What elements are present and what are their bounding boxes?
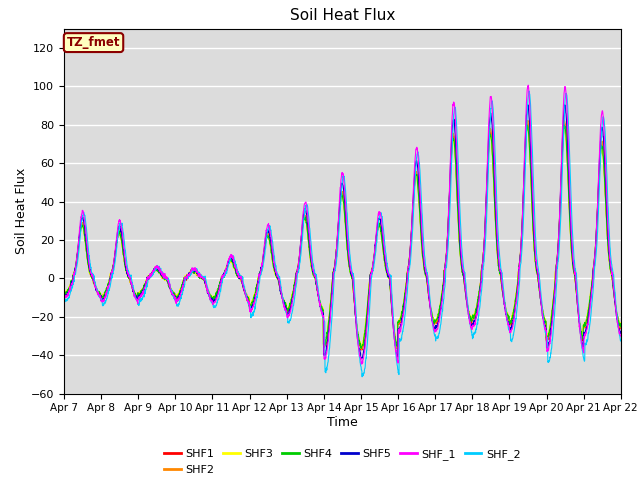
SHF2 — [568, 252, 576, 258]
SHF4 — [568, 253, 576, 259]
SHF1 — [60, 293, 68, 299]
SHF_2 — [504, 325, 512, 331]
SHF1 — [524, 121, 531, 127]
SHF4 — [617, 324, 625, 330]
SHF4 — [584, 313, 591, 319]
SHF2 — [617, 323, 625, 328]
Y-axis label: Soil Heat Flux: Soil Heat Flux — [15, 168, 28, 254]
SHF3 — [561, 124, 568, 130]
SHF1 — [371, 248, 379, 254]
SHF5 — [568, 247, 576, 253]
SHF3 — [504, 314, 512, 320]
SHF3 — [371, 252, 378, 257]
Line: SHF3: SHF3 — [64, 127, 621, 348]
SHF2 — [359, 344, 367, 350]
SHF1 — [358, 347, 366, 353]
SHF_1 — [371, 246, 379, 252]
SHF5 — [524, 102, 532, 108]
SHF3 — [584, 311, 591, 317]
SHF3 — [216, 283, 223, 288]
SHF2 — [358, 347, 365, 352]
SHF2 — [371, 248, 379, 253]
Line: SHF_2: SHF_2 — [64, 91, 621, 377]
SHF4 — [524, 122, 531, 128]
SHF4 — [216, 283, 223, 289]
SHF5 — [617, 331, 625, 336]
SHF_2 — [359, 373, 367, 379]
SHF4 — [359, 342, 367, 348]
SHF1 — [584, 314, 591, 320]
SHF5 — [60, 292, 68, 298]
SHF1 — [617, 323, 625, 328]
SHF5 — [359, 354, 367, 360]
Line: SHF4: SHF4 — [64, 125, 621, 348]
Text: TZ_fmet: TZ_fmet — [67, 36, 120, 49]
X-axis label: Time: Time — [327, 416, 358, 429]
SHF4 — [358, 346, 365, 351]
SHF5 — [216, 285, 223, 290]
SHF5 — [504, 321, 512, 327]
SHF_1 — [568, 240, 576, 246]
Line: SHF_1: SHF_1 — [64, 85, 621, 364]
SHF_1 — [359, 360, 367, 366]
SHF1 — [216, 284, 223, 290]
SHF5 — [357, 356, 365, 362]
SHF_2 — [584, 337, 591, 343]
SHF2 — [216, 282, 223, 288]
SHF_2 — [216, 293, 223, 299]
SHF4 — [371, 248, 379, 253]
SHF1 — [504, 316, 512, 322]
SHF_2 — [60, 296, 68, 302]
SHF5 — [371, 246, 379, 252]
SHF1 — [568, 253, 576, 259]
SHF4 — [60, 290, 68, 296]
SHF_2 — [617, 337, 625, 343]
SHF_1 — [504, 320, 512, 326]
SHF_2 — [568, 223, 576, 228]
SHF3 — [568, 258, 576, 264]
Line: SHF1: SHF1 — [64, 124, 621, 350]
SHF4 — [504, 314, 512, 320]
Legend: SHF1, SHF2, SHF3, SHF4, SHF5, SHF_1, SHF_2: SHF1, SHF2, SHF3, SHF4, SHF5, SHF_1, SHF… — [160, 445, 525, 479]
SHF3 — [60, 292, 68, 298]
SHF2 — [60, 291, 68, 297]
SHF_1 — [584, 324, 591, 330]
SHF2 — [504, 315, 512, 321]
SHF_2 — [371, 256, 379, 262]
Title: Soil Heat Flux: Soil Heat Flux — [290, 9, 395, 24]
Line: SHF5: SHF5 — [64, 105, 621, 359]
SHF3 — [358, 341, 366, 347]
SHF_2 — [525, 88, 533, 94]
SHF3 — [617, 324, 625, 329]
SHF5 — [584, 320, 591, 326]
Line: SHF2: SHF2 — [64, 120, 621, 349]
SHF_1 — [358, 361, 365, 367]
SHF_2 — [358, 374, 366, 380]
SHF1 — [359, 347, 367, 352]
SHF2 — [584, 313, 591, 319]
SHF_1 — [617, 334, 625, 339]
SHF_1 — [60, 295, 68, 300]
SHF_1 — [524, 82, 532, 88]
SHF2 — [561, 118, 568, 123]
SHF_1 — [216, 287, 223, 293]
SHF3 — [394, 345, 401, 350]
